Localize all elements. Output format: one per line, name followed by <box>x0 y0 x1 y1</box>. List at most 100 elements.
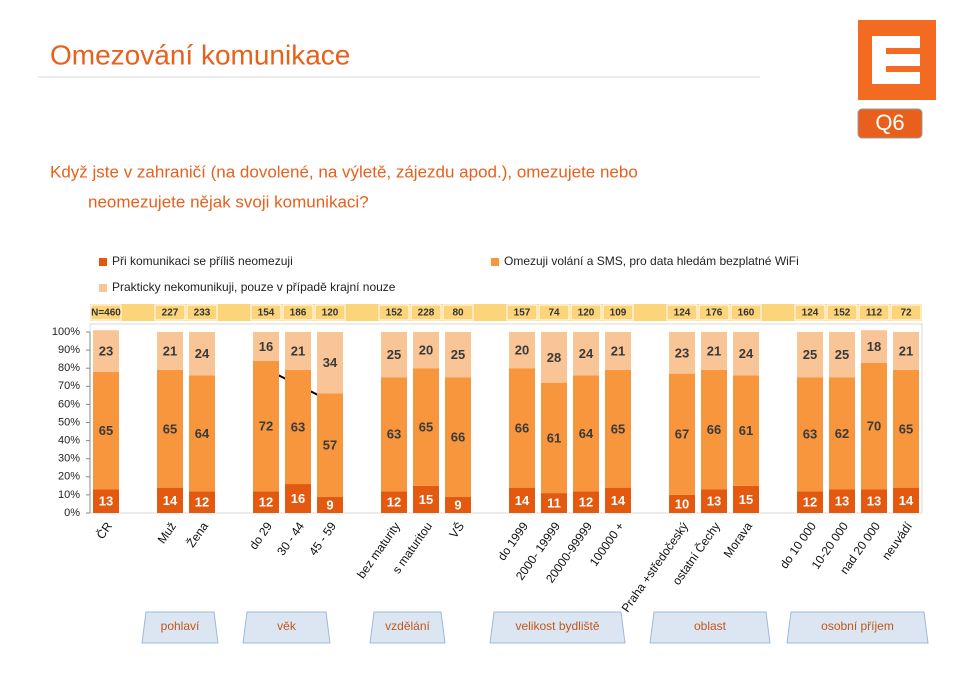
bar-segment <box>413 332 439 369</box>
value-label: 67 <box>675 427 689 442</box>
value-label: 63 <box>387 427 401 442</box>
sample-size: 72 <box>900 308 912 319</box>
question: Když jste v zahraničí (na dovolené, na v… <box>50 162 638 181</box>
y-tick-label: 0% <box>64 507 80 519</box>
sample-size: 154 <box>258 308 275 319</box>
value-label: 16 <box>259 339 273 354</box>
value-label: 12 <box>387 495 401 510</box>
group-label: velikost bydliště <box>515 619 599 633</box>
group-label: vzdělání <box>385 619 430 633</box>
sample-cell <box>282 304 314 321</box>
value-label: 66 <box>451 429 465 444</box>
value-label: 64 <box>195 426 210 441</box>
value-label: 61 <box>739 423 753 438</box>
question: neomezujete nějak svoji komunikaci? <box>88 192 369 211</box>
sample-size: 112 <box>866 308 883 319</box>
value-label: 13 <box>835 494 849 509</box>
value-label: 21 <box>611 343 625 358</box>
sample-size: 152 <box>834 308 851 319</box>
sample-cell <box>250 304 282 321</box>
slide-title: Omezování komunikace <box>50 39 350 70</box>
bar-segment <box>605 332 631 371</box>
group-label: osobní příjem <box>821 619 894 633</box>
bar-segment <box>797 332 823 378</box>
group-button[interactable] <box>242 611 331 644</box>
group-button[interactable] <box>141 611 219 644</box>
value-label: 21 <box>163 343 177 358</box>
sample-size: 160 <box>738 308 755 319</box>
y-tick-label: 90% <box>58 344 80 356</box>
bar-segment <box>829 377 855 490</box>
value-label: 14 <box>899 493 914 508</box>
logo-mark <box>872 36 920 84</box>
value-label: 15 <box>739 492 753 507</box>
legend-label: Omezuji volání a SMS, pro data hledám be… <box>504 254 799 268</box>
value-label: 12 <box>803 495 817 510</box>
value-label: 65 <box>99 423 113 438</box>
group-button[interactable] <box>786 611 929 644</box>
bar-segment <box>861 330 887 363</box>
bar-segment <box>157 487 183 513</box>
bar-segment <box>285 484 311 513</box>
bar-segment <box>733 485 759 513</box>
bar-segment <box>189 375 215 492</box>
bar-segment <box>413 368 439 486</box>
y-tick-label: 70% <box>58 380 80 392</box>
group-button[interactable] <box>489 611 626 644</box>
sample-cell <box>538 304 570 321</box>
x-tick-label: do 29 <box>246 519 275 552</box>
bar-segment <box>445 332 471 378</box>
value-label: 57 <box>323 438 337 453</box>
sample-size: 80 <box>452 308 464 319</box>
bar-segment <box>573 491 599 513</box>
sample-cell <box>442 304 474 321</box>
badge-text: Q6 <box>875 110 904 135</box>
group-label: oblast <box>694 619 727 633</box>
sample-size: 186 <box>290 308 307 319</box>
value-label: 20 <box>515 343 529 358</box>
group-button[interactable] <box>369 611 446 644</box>
value-label: 65 <box>899 421 913 436</box>
value-label: 72 <box>259 419 273 434</box>
bar-segment <box>797 491 823 513</box>
bar-segment <box>189 491 215 513</box>
bar-segment <box>157 332 183 371</box>
value-label: 25 <box>387 347 401 362</box>
x-tick-label: Morava <box>721 519 756 560</box>
value-label: 24 <box>195 346 210 361</box>
sample-cell <box>602 304 634 321</box>
sample-cell <box>826 304 858 321</box>
value-label: 28 <box>547 350 561 365</box>
legend-label: Při komunikaci se příliš neomezuji <box>112 254 293 268</box>
x-tick-label: 30 - 44 <box>274 519 307 558</box>
value-label: 62 <box>835 426 849 441</box>
value-label: 24 <box>739 346 754 361</box>
bar-segment <box>701 370 727 490</box>
value-label: 11 <box>547 495 561 510</box>
sample-size: 152 <box>386 308 403 319</box>
value-label: 21 <box>291 343 305 358</box>
bar-segment <box>285 332 311 371</box>
y-tick-label: 50% <box>58 416 80 428</box>
bar-segment <box>381 491 407 513</box>
bar-segment <box>509 487 535 513</box>
value-label: 14 <box>611 493 626 508</box>
value-label: 65 <box>163 421 177 436</box>
badge <box>857 108 923 139</box>
bar-segment <box>605 487 631 513</box>
value-label: 65 <box>611 421 625 436</box>
bar-segment <box>669 494 695 513</box>
group-button[interactable] <box>649 611 771 644</box>
bar-segment <box>861 489 887 513</box>
y-tick-label: 20% <box>58 471 80 483</box>
bar-segment <box>829 332 855 378</box>
bar-segment <box>317 496 343 513</box>
value-label: 21 <box>707 343 721 358</box>
sample-size: 120 <box>578 308 595 319</box>
sample-cell <box>794 304 826 321</box>
bar-segment <box>541 332 567 383</box>
value-label: 9 <box>454 497 461 512</box>
sample-cell <box>666 304 698 321</box>
value-label: 65 <box>419 419 433 434</box>
